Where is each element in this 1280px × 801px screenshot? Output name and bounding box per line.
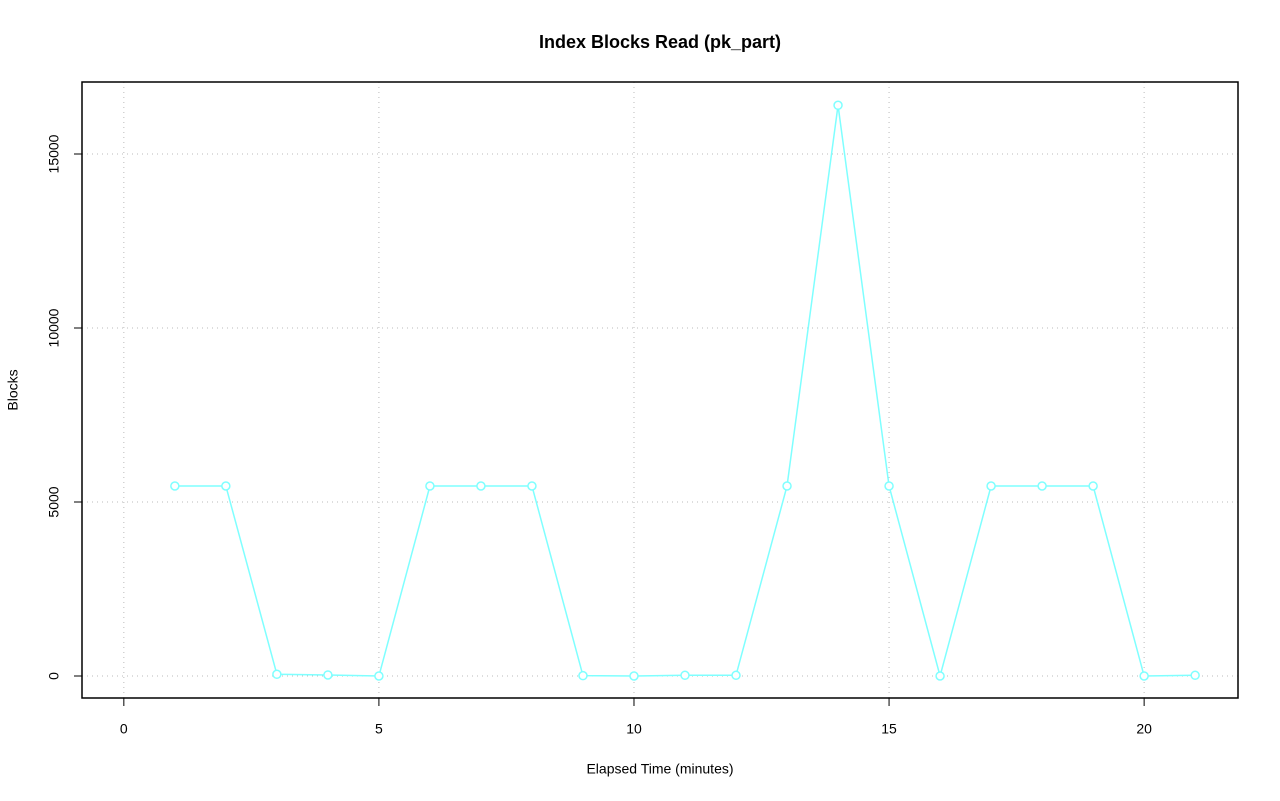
point xyxy=(272,669,282,680)
point xyxy=(1037,481,1047,491)
point xyxy=(1190,670,1200,681)
point xyxy=(629,671,639,681)
x-tick-label: 20 xyxy=(1136,721,1152,737)
point xyxy=(323,670,333,680)
x-axis-label: Elapsed Time (minutes) xyxy=(586,761,733,777)
y-tick-label: 10000 xyxy=(46,308,62,347)
y-tick-label: 5000 xyxy=(46,486,62,517)
point xyxy=(221,481,231,491)
y-axis-label: Blocks xyxy=(5,369,21,410)
x-tick-label: 10 xyxy=(626,721,642,737)
series-line xyxy=(174,105,1196,679)
chart-title: Index Blocks Read (pk_part) xyxy=(539,32,781,52)
point xyxy=(374,671,384,681)
point xyxy=(731,670,741,681)
point xyxy=(476,481,486,491)
point xyxy=(833,100,843,111)
point xyxy=(170,481,180,491)
point xyxy=(986,481,996,491)
y-tick-label: 0 xyxy=(46,672,62,680)
y-tick-label: 15000 xyxy=(46,134,62,173)
point xyxy=(578,670,588,681)
point xyxy=(884,481,894,491)
x-tick-label: 5 xyxy=(375,721,383,737)
plot-frame xyxy=(81,81,1239,699)
point xyxy=(782,481,792,491)
point xyxy=(425,481,435,491)
point xyxy=(1139,671,1149,681)
point xyxy=(680,670,690,681)
point xyxy=(527,481,537,491)
point xyxy=(1088,481,1098,491)
x-tick-label: 15 xyxy=(881,721,897,737)
x-tick-label: 0 xyxy=(120,721,128,737)
point xyxy=(935,671,945,681)
